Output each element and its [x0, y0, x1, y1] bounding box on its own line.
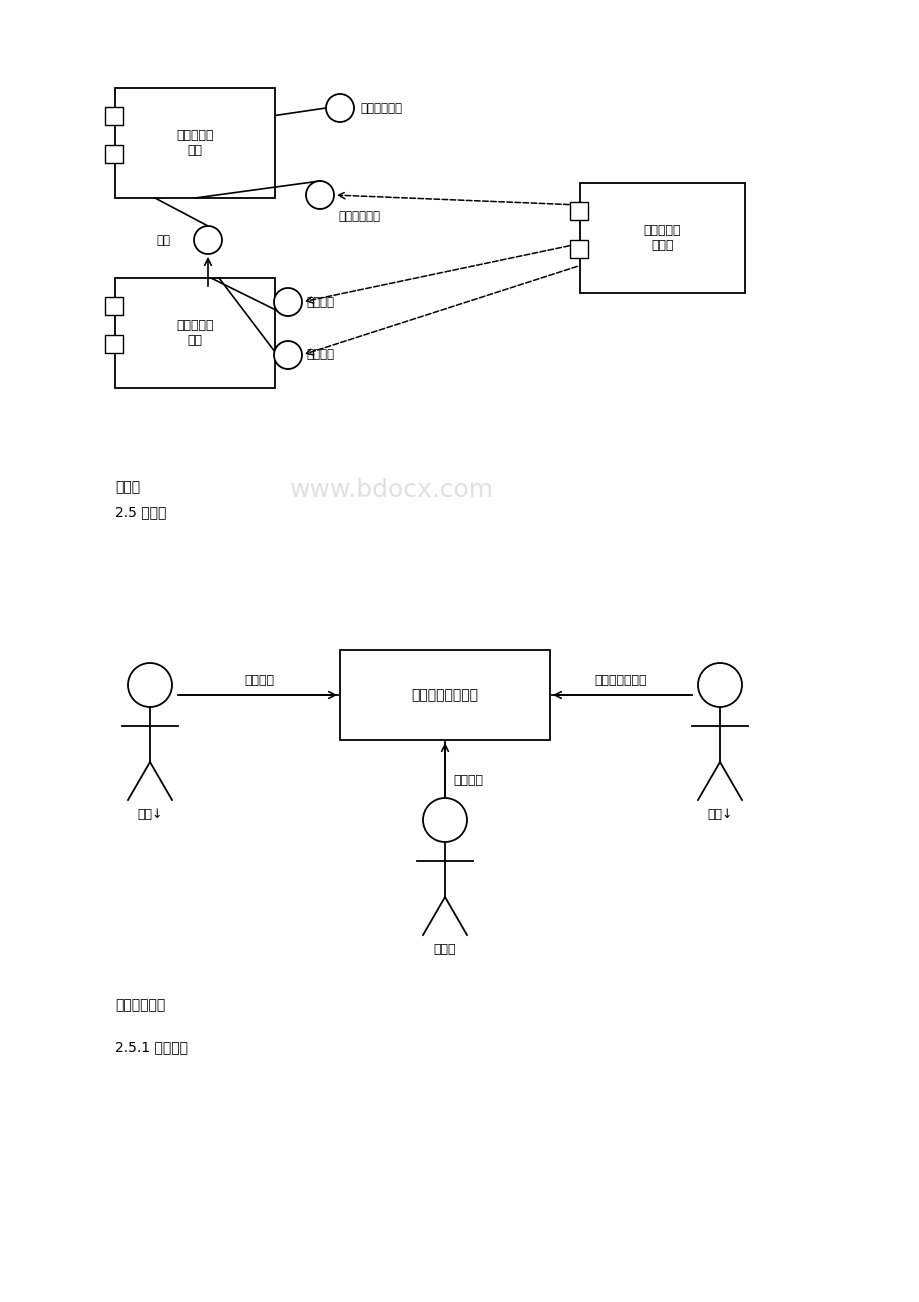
Bar [570, 240, 587, 258]
Bar [579, 184, 744, 293]
Bar [105, 297, 123, 315]
Text: 食品制作与销售: 食品制作与销售 [594, 674, 647, 687]
Text: 订单管理子
系统: 订单管理子 系统 [176, 319, 213, 348]
Text: 食堂↓: 食堂↓ [707, 809, 732, 822]
Bar [115, 89, 275, 198]
Bar [340, 650, 550, 740]
Text: 管理员: 管理员 [433, 943, 456, 956]
Bar [570, 202, 587, 220]
Text: www.bdocx.com: www.bdocx.com [289, 478, 494, 503]
Text: 用户就餐情况: 用户就餐情况 [359, 102, 402, 115]
Circle shape [306, 181, 334, 210]
Text: 用户订单子
系统: 用户订单子 系统 [176, 129, 213, 158]
Text: 饮品店管理
子系统: 饮品店管理 子系统 [643, 224, 680, 253]
Text: 对饮品的评价: 对饮品的评价 [337, 210, 380, 223]
Circle shape [325, 94, 354, 122]
Text: 构件图: 构件图 [115, 480, 140, 493]
Text: 订餐信息: 订餐信息 [244, 674, 274, 687]
Circle shape [698, 663, 742, 707]
Bar [115, 279, 275, 388]
Text: 2.5.1 业务事件: 2.5.1 业务事件 [115, 1040, 187, 1055]
Text: 上下文关系图: 上下文关系图 [115, 999, 165, 1012]
Text: 员工↓: 员工↓ [137, 809, 163, 822]
Text: 饮品信息: 饮品信息 [306, 296, 334, 309]
Circle shape [128, 663, 172, 707]
Circle shape [194, 227, 221, 254]
Text: 订单: 订单 [156, 233, 170, 246]
Circle shape [423, 798, 467, 842]
Text: 2.5 上下文: 2.5 上下文 [115, 505, 166, 519]
Circle shape [274, 288, 301, 316]
Bar [105, 335, 123, 353]
Text: 生成订单: 生成订单 [306, 349, 334, 362]
Text: 系统管理: 系统管理 [452, 773, 482, 786]
Bar [105, 145, 123, 163]
Bar [105, 107, 123, 125]
Circle shape [274, 341, 301, 368]
Text: 餐厅订餐管理系统: 餐厅订餐管理系统 [411, 687, 478, 702]
